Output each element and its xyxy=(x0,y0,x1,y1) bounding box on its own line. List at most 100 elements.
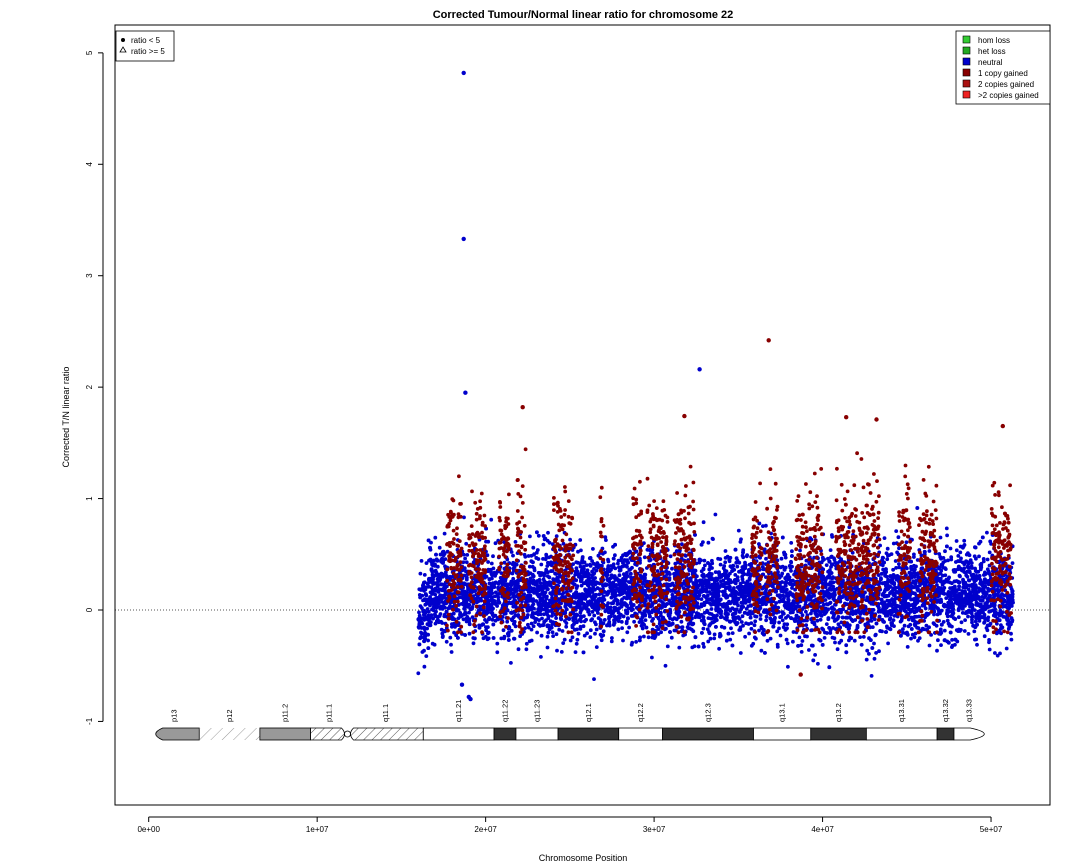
neutral-point xyxy=(593,631,597,636)
neutral-point xyxy=(588,628,593,633)
neutral-point xyxy=(420,650,425,654)
neutral-point xyxy=(545,645,550,650)
neutral-point xyxy=(945,533,949,538)
neutral-point xyxy=(714,606,719,611)
neutral-point xyxy=(807,648,811,652)
neutral-point xyxy=(422,580,426,585)
neutral-point xyxy=(588,635,593,640)
neutral-point xyxy=(923,582,928,587)
neutral-point xyxy=(590,617,594,621)
neutral-point xyxy=(987,647,992,652)
neutral-point xyxy=(464,541,469,546)
neutral-point xyxy=(419,635,423,640)
neutral-point xyxy=(978,598,983,603)
neutral-point xyxy=(559,650,564,654)
neutral-point xyxy=(775,629,780,634)
neutral-point xyxy=(1010,561,1015,565)
neutral-point xyxy=(730,631,735,635)
neutral-point xyxy=(958,544,963,549)
neutral-point xyxy=(892,614,897,618)
neutral-point xyxy=(527,594,531,598)
neutral-point xyxy=(531,624,536,629)
neutral-point xyxy=(486,625,490,629)
neutral-point xyxy=(970,617,974,622)
neutral-point xyxy=(606,591,610,596)
neutral-point xyxy=(861,635,866,639)
neutral-point xyxy=(832,636,837,641)
neutral-point xyxy=(977,541,981,546)
chart-title: Corrected Tumour/Normal linear ratio for… xyxy=(433,9,734,21)
neutral-point xyxy=(757,542,761,546)
neutral-point xyxy=(576,631,581,636)
neutral-point xyxy=(605,582,609,587)
neutral-point xyxy=(897,546,901,551)
neutral-point xyxy=(791,578,795,583)
neutral-point xyxy=(752,623,757,628)
neutral-point xyxy=(818,617,823,622)
neutral-point xyxy=(627,625,631,630)
neutral-point xyxy=(791,639,795,644)
neutral-point xyxy=(789,541,794,545)
neutral-point xyxy=(591,547,595,551)
neutral-point xyxy=(545,634,550,639)
neutral-point xyxy=(786,664,790,669)
neutral-point xyxy=(433,535,438,540)
neutral-point xyxy=(509,661,513,665)
neutral-point xyxy=(877,649,881,654)
neutral-point xyxy=(882,536,887,540)
neutral-point xyxy=(669,635,674,640)
neutral-point xyxy=(592,596,596,601)
neutral-point xyxy=(424,654,429,658)
neutral-point xyxy=(738,651,743,655)
neutral-point xyxy=(743,634,747,639)
neutral-point xyxy=(628,580,632,585)
neutral-point xyxy=(893,559,898,563)
neutral-point xyxy=(916,638,920,643)
neutral-point xyxy=(923,550,927,554)
neutral-point xyxy=(823,598,828,602)
neutral-point xyxy=(906,617,911,622)
neutral-point xyxy=(941,620,946,624)
neutral-point xyxy=(891,567,895,572)
neutral-point xyxy=(620,626,624,630)
neutral-point xyxy=(526,613,530,617)
neutral-point xyxy=(872,617,877,622)
neutral-point xyxy=(960,611,965,615)
neutral-point xyxy=(784,637,789,642)
neutral-point xyxy=(545,564,550,568)
neutral-point xyxy=(709,616,713,621)
neutral-point xyxy=(599,634,604,639)
neutral-point xyxy=(532,566,537,571)
neutral-point xyxy=(486,636,491,641)
neutral-point xyxy=(790,586,794,590)
neutral-point xyxy=(568,537,572,542)
neutral-point xyxy=(972,629,977,634)
neutral-point xyxy=(812,555,816,560)
neutral-point xyxy=(561,641,566,645)
neutral-point xyxy=(785,641,790,646)
neutral-point xyxy=(546,630,551,635)
neutral-point xyxy=(891,586,896,591)
neutral-point xyxy=(679,625,684,630)
neutral-point xyxy=(416,671,421,676)
neutral-point xyxy=(833,640,837,645)
neutral-point xyxy=(430,641,435,646)
neutral-point xyxy=(730,612,735,617)
neutral-point xyxy=(588,562,592,567)
neutral-point xyxy=(777,626,781,631)
neutral-point xyxy=(419,559,424,563)
neutral-point xyxy=(909,636,913,641)
neutral-point xyxy=(874,651,878,655)
neutral-point xyxy=(597,592,602,597)
neutral-point xyxy=(974,637,979,642)
neutral-point xyxy=(575,637,580,642)
neutral-point xyxy=(642,634,646,639)
neutral-point xyxy=(910,632,915,637)
neutral-point xyxy=(568,638,573,643)
neutral-point xyxy=(813,653,817,657)
neutral-point xyxy=(830,533,834,537)
neutral-point xyxy=(779,589,784,594)
neutral-point xyxy=(987,640,991,645)
neutral-point xyxy=(536,533,541,538)
neutral-point xyxy=(804,623,809,627)
